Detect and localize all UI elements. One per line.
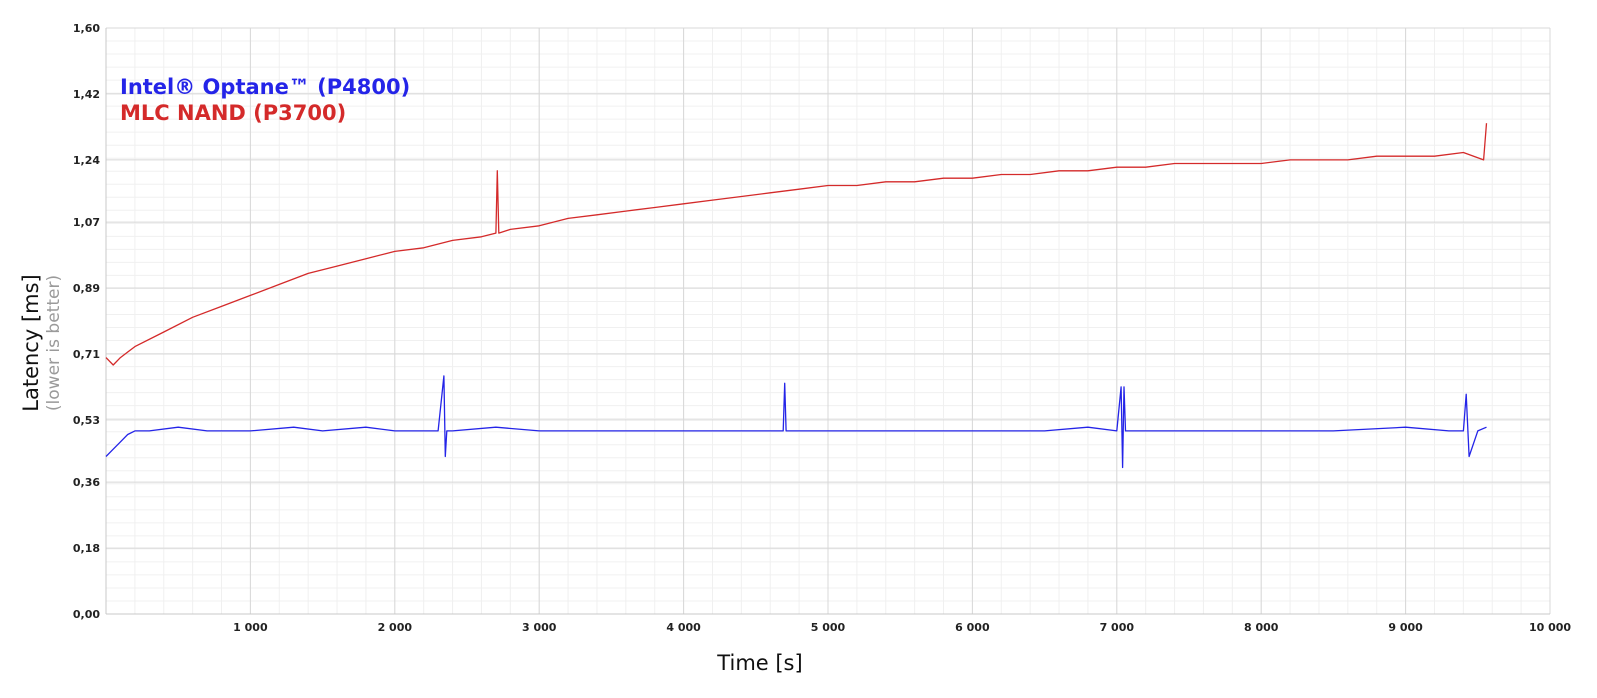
series-line-optane	[105, 375, 1487, 469]
series-layer	[105, 123, 1488, 469]
y-tick-label: 0,18	[73, 542, 100, 555]
x-axis-title: Time [s]	[716, 651, 802, 675]
y-axis-subtitle: (lower is better)	[44, 275, 64, 411]
x-tick-label: 10 000	[1529, 621, 1571, 634]
x-tick-label: 3 000	[522, 621, 557, 634]
y-tick-label: 0,36	[73, 476, 100, 489]
x-tick-label: 9 000	[1388, 621, 1423, 634]
y-tick-label: 1,60	[73, 22, 100, 35]
legend-item-optane: Intel® Optane™ (P4800)	[120, 75, 410, 99]
tick-layer: 1 000 2 000 3 000 4 000 5 000 6 000 7 000 8 000…	[73, 22, 1572, 634]
x-tick-label: 5 000	[811, 621, 846, 634]
y-tick-label: 1,42	[73, 88, 100, 101]
y-tick-label: 0,00	[73, 608, 100, 621]
y-tick-label: 0,71	[73, 348, 100, 361]
series-line-nand	[105, 123, 1488, 366]
y-tick-label: 0,53	[73, 414, 100, 427]
y-axis-title: Latency [ms]	[19, 274, 43, 411]
legend: Intel® Optane™ (P4800) MLC NAND (P3700)	[120, 75, 410, 125]
grid-layer	[105, 27, 1551, 615]
x-tick-label: 7 000	[1100, 621, 1135, 634]
x-tick-label: 1 000	[233, 621, 268, 634]
x-tick-label: 4 000	[666, 621, 701, 634]
x-tick-label: 2 000	[378, 621, 413, 634]
legend-item-nand: MLC NAND (P3700)	[120, 101, 346, 125]
y-tick-label: 0,89	[73, 282, 100, 295]
x-tick-label: 8 000	[1244, 621, 1279, 634]
y-tick-label: 1,24	[73, 154, 100, 167]
x-tick-label: 6 000	[955, 621, 990, 634]
y-tick-label: 1,07	[73, 216, 100, 229]
